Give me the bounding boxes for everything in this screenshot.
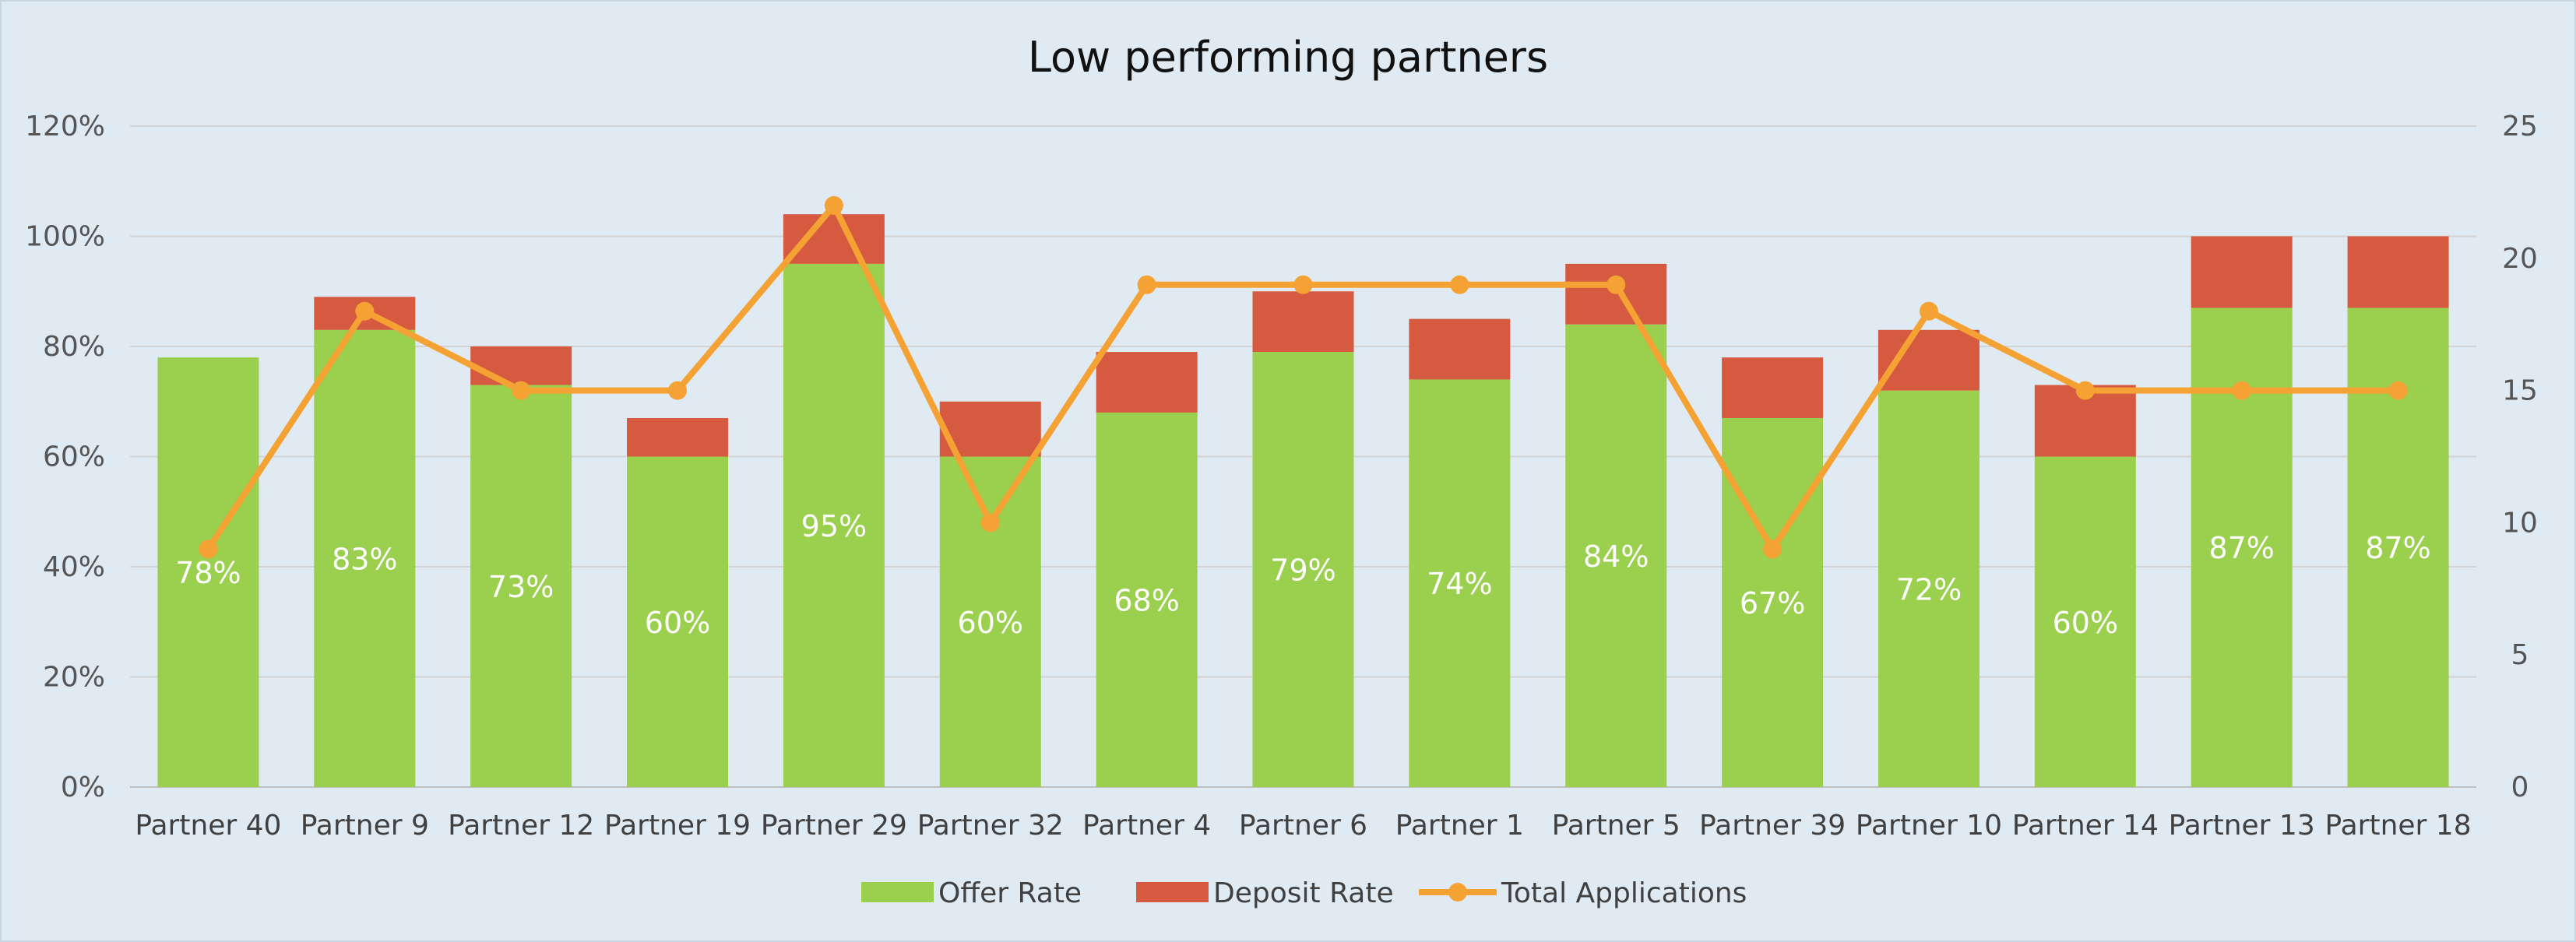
data-label-offer-rate: 67% <box>1740 586 1805 620</box>
point-total-applications <box>512 381 531 400</box>
x-tick-label: Partner 29 <box>761 810 907 842</box>
bar-offer-rate <box>1722 417 1824 787</box>
data-label-offer-rate: 72% <box>1896 572 1962 606</box>
legend-label-total-applications: Total Applications <box>1501 877 1747 909</box>
x-tick-label: Partner 18 <box>2325 810 2472 842</box>
legend-label-offer-rate: Offer Rate <box>938 877 1082 909</box>
point-total-applications <box>1763 540 1782 559</box>
bar-deposit-rate <box>1722 357 1824 418</box>
bar-offer-rate <box>314 329 416 787</box>
x-tick-label: Partner 9 <box>301 810 429 842</box>
bar-deposit-rate <box>783 214 885 264</box>
bar-offer-rate <box>939 456 1041 787</box>
x-tick-label: Partner 1 <box>1395 810 1524 842</box>
x-tick-label: Partner 32 <box>917 810 1064 842</box>
x-tick-label: Partner 6 <box>1239 810 1367 842</box>
y-right-tick-label: 25 <box>2502 111 2538 142</box>
data-label-offer-rate: 60% <box>645 606 710 640</box>
bar-deposit-rate <box>2191 236 2293 308</box>
point-total-applications <box>1919 301 1938 321</box>
point-total-applications <box>2388 381 2408 400</box>
point-total-applications <box>1606 275 1626 294</box>
bar-offer-rate <box>627 456 729 787</box>
y-right-tick-label: 20 <box>2502 243 2538 275</box>
point-total-applications <box>824 195 843 215</box>
axes-group: 0% 20% 40% 60% 80% 100% 120% 0 5 10 15 20 25 Partner … <box>25 111 2538 842</box>
bar-deposit-rate <box>627 417 729 457</box>
bar-deposit-rate <box>1409 318 1511 380</box>
point-total-applications <box>668 381 688 400</box>
bar-deposit-rate <box>470 346 572 385</box>
y-left-tick-label: 80% <box>43 331 105 363</box>
data-label-offer-rate: 60% <box>2053 606 2118 640</box>
y-left-tick-label: 20% <box>43 662 105 694</box>
data-label-offer-rate: 60% <box>958 606 1023 640</box>
bar-offer-rate <box>1877 390 1980 787</box>
bar-offer-rate <box>1409 379 1511 787</box>
legend: Offer Rate Deposit Rate Total Applications <box>861 877 1747 909</box>
bar-deposit-rate <box>2347 236 2449 308</box>
x-tick-label: Partner 5 <box>1552 810 1680 842</box>
x-tick-label: Partner 12 <box>448 810 594 842</box>
x-tick-label: Partner 40 <box>135 810 281 842</box>
legend-swatch-deposit-rate <box>1136 882 1209 902</box>
point-total-applications <box>980 513 1000 533</box>
legend-swatch-offer-rate <box>861 882 934 902</box>
data-label-offer-rate: 84% <box>1583 540 1649 574</box>
bar-offer-rate <box>470 385 572 787</box>
bar-offer-rate <box>2034 456 2136 787</box>
data-label-offer-rate: 79% <box>1270 554 1336 588</box>
data-label-offer-rate: 95% <box>801 509 867 543</box>
y-right-tick-label: 10 <box>2502 507 2538 539</box>
data-label-offer-rate: 68% <box>1114 583 1179 617</box>
bar-deposit-rate <box>1565 263 1667 325</box>
data-label-offer-rate: 73% <box>488 570 554 604</box>
y-left-tick-label: 40% <box>43 551 105 583</box>
legend-marker-total-applications <box>1448 883 1467 902</box>
point-total-applications <box>1137 275 1156 294</box>
x-tick-label: Partner 4 <box>1082 810 1211 842</box>
point-total-applications <box>1293 275 1313 294</box>
y-left-tick-label: 60% <box>43 441 105 473</box>
data-label-offer-rate: 74% <box>1427 567 1492 601</box>
y-right-tick-label: 15 <box>2502 375 2538 407</box>
legend-label-deposit-rate: Deposit Rate <box>1213 877 1394 909</box>
point-total-applications <box>199 540 218 559</box>
x-tick-label: Partner 10 <box>1856 810 2002 842</box>
data-label-offer-rate: 78% <box>175 556 241 590</box>
x-tick-label: Partner 39 <box>1699 810 1846 842</box>
point-total-applications <box>1450 275 1469 294</box>
bar-offer-rate <box>1096 412 1198 787</box>
y-left-tick-label: 0% <box>61 772 105 803</box>
data-label-offer-rate: 87% <box>2208 531 2274 565</box>
data-label-offer-rate: 87% <box>2365 531 2430 565</box>
chart-title: Low performing partners <box>1028 33 1548 82</box>
x-tick-label: Partner 13 <box>2169 810 2315 842</box>
bar-offer-rate <box>157 357 259 787</box>
bar-offer-rate <box>1252 352 1354 787</box>
x-tick-label: Partner 19 <box>604 810 751 842</box>
point-total-applications <box>2075 381 2095 400</box>
line-group <box>199 195 2408 559</box>
x-tick-label: Partner 14 <box>2012 810 2159 842</box>
bar-offer-rate <box>783 263 885 787</box>
bar-deposit-rate <box>1096 352 1198 413</box>
data-labels-group: 78% 83% 73% 60% 95% 60% 68% 79% 74% 84% 67% 72% 60% 8… <box>175 509 2431 640</box>
data-label-offer-rate: 83% <box>332 542 397 576</box>
bar-deposit-rate <box>1252 291 1354 353</box>
y-left-tick-label: 120% <box>25 111 105 142</box>
bars-group <box>157 214 2449 788</box>
y-right-tick-label: 0 <box>2511 772 2529 803</box>
point-total-applications <box>2232 381 2251 400</box>
bar-offer-rate <box>1565 324 1667 787</box>
y-right-tick-label: 5 <box>2511 639 2529 671</box>
point-total-applications <box>355 301 375 321</box>
y-left-tick-label: 100% <box>25 221 105 253</box>
